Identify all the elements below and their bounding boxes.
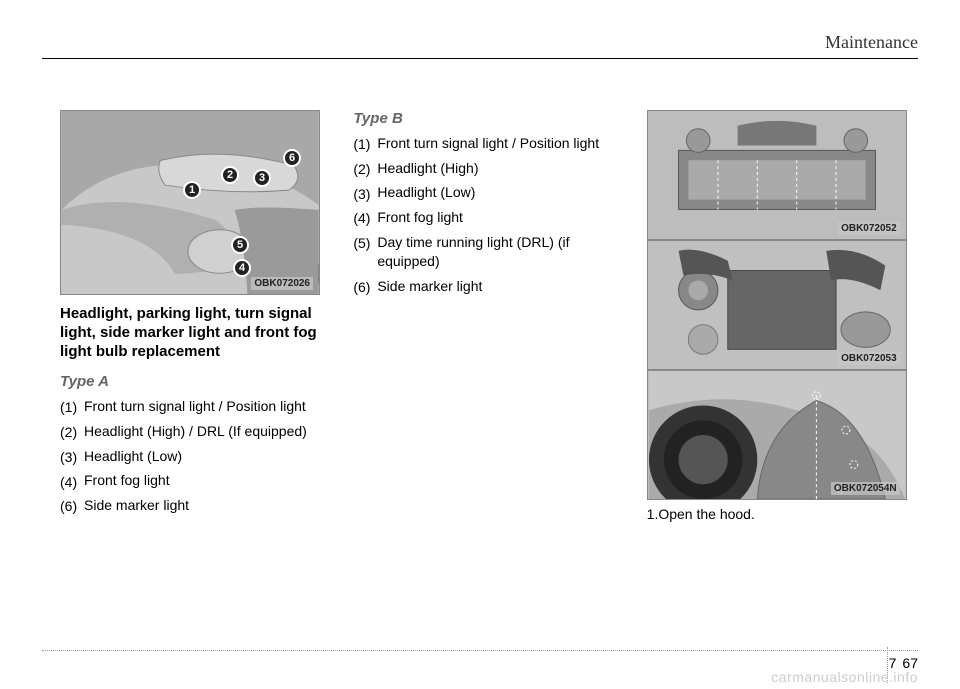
item-num: (6) [60, 497, 84, 516]
callout-6: 6 [283, 149, 301, 167]
footer-dashes [42, 650, 918, 651]
step-1: 1.Open the hood. [647, 506, 918, 522]
watermark: carmanualsonline.info [771, 669, 918, 685]
type-b-item-4: (4) Front fog light [353, 209, 624, 227]
figure-headlight: 1 2 3 6 5 4 OBK072026 [60, 110, 320, 295]
item-num: (5) [353, 234, 377, 253]
type-b-heading: Type B [353, 110, 624, 127]
engine-illustration-2 [648, 241, 906, 369]
figure-wheel-well: OBK072054N [647, 370, 907, 500]
callout-4: 4 [233, 259, 251, 277]
content-area: 1 2 3 6 5 4 OBK072026 Headlight, parking… [60, 110, 918, 522]
header-rule [42, 58, 918, 59]
item-num: (3) [353, 185, 377, 204]
type-a-item-2: (2) Headlight (High) / DRL (If equipped) [60, 423, 331, 441]
figure-engine-side: OBK072053 [647, 240, 907, 370]
type-a-item-6: (6) Side marker light [60, 497, 331, 515]
car-front-illustration [61, 111, 319, 294]
item-num: (3) [60, 448, 84, 467]
type-a-item-3: (3) Headlight (Low) [60, 448, 331, 466]
item-text: Front fog light [353, 208, 624, 227]
type-b-item-3: (3) Headlight (Low) [353, 185, 624, 203]
figure-label-2: OBK072052 [838, 222, 900, 235]
callout-2: 2 [221, 166, 239, 184]
column-1: 1 2 3 6 5 4 OBK072026 Headlight, parking… [60, 110, 331, 522]
type-b-item-5: (5) Day time running light (DRL) (if equ… [353, 234, 624, 271]
item-text: Side marker light [353, 277, 624, 296]
item-text: Day time running light (DRL) (if equippe… [353, 233, 624, 271]
callout-3: 3 [253, 169, 271, 187]
section-heading: Headlight, parking light, turn signal li… [60, 305, 331, 361]
item-text: Headlight (High) / DRL (If equipped) [60, 422, 331, 441]
callout-1: 1 [183, 181, 201, 199]
item-text: Headlight (Low) [353, 183, 624, 202]
type-b-item-6: (6) Side marker light [353, 278, 624, 296]
item-num: (4) [60, 473, 84, 492]
item-text: Headlight (Low) [60, 447, 331, 466]
item-num: (4) [353, 209, 377, 228]
wheel-well-illustration [648, 371, 906, 499]
type-a-item-1: (1) Front turn signal light / Position l… [60, 398, 331, 416]
callout-5: 5 [231, 236, 249, 254]
type-a-item-4: (4) Front fog light [60, 473, 331, 491]
item-num: (2) [60, 423, 84, 442]
figure-label-3: OBK072053 [838, 352, 900, 365]
item-text: Front fog light [60, 471, 331, 490]
column-3: OBK072052 OBK072053 [647, 110, 918, 522]
column-2: Type B (1) Front turn signal light / Pos… [353, 110, 624, 522]
type-b-item-2: (2) Headlight (High) [353, 160, 624, 178]
figure-engine-top: OBK072052 [647, 110, 907, 240]
item-text: Front turn signal light / Position light [60, 397, 331, 416]
item-num: (6) [353, 278, 377, 297]
engine-illustration-1 [648, 111, 906, 239]
figure-label-1: OBK072026 [251, 277, 313, 290]
item-text: Side marker light [60, 496, 331, 515]
item-num: (2) [353, 160, 377, 179]
type-b-item-1: (1) Front turn signal light / Position l… [353, 135, 624, 153]
item-text: Headlight (High) [353, 159, 624, 178]
figure-label-4: OBK072054N [831, 482, 900, 495]
item-num: (1) [353, 135, 377, 154]
type-a-heading: Type A [60, 373, 331, 390]
item-num: (1) [60, 398, 84, 417]
section-header: Maintenance [825, 32, 918, 53]
item-text: Front turn signal light / Position light [353, 134, 624, 153]
